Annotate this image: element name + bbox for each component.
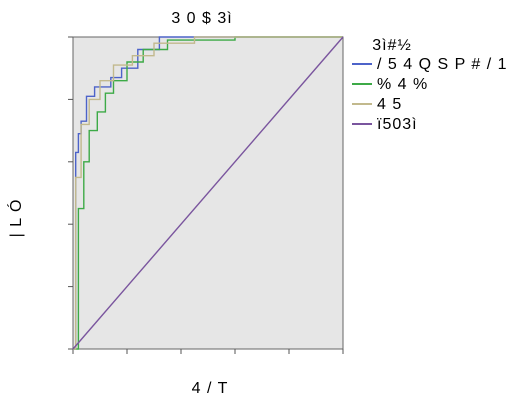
legend-title: 3ì#½ bbox=[372, 37, 412, 54]
series-line-2 bbox=[73, 36, 343, 350]
series-line-1 bbox=[73, 36, 343, 350]
axes bbox=[68, 36, 344, 354]
legend-label-1: % 4 % bbox=[377, 76, 428, 93]
legend-label-2: 4 5 bbox=[377, 96, 402, 113]
legend-label-3: ï503ì bbox=[377, 116, 418, 133]
legend: 3ì#½ / 5 4 Q S P # / 1 % 4 % 4 5 ï503ì bbox=[352, 37, 508, 133]
series-group bbox=[72, 36, 344, 350]
x-axis-label: 4 / T bbox=[192, 380, 229, 397]
series-line-3 bbox=[72, 36, 344, 350]
chart-title: 3 0 $ 3ì bbox=[171, 10, 232, 27]
legend-label-0: / 5 4 Q S P # / 1 bbox=[377, 56, 508, 73]
y-axis-label: | L Ó bbox=[6, 199, 25, 238]
